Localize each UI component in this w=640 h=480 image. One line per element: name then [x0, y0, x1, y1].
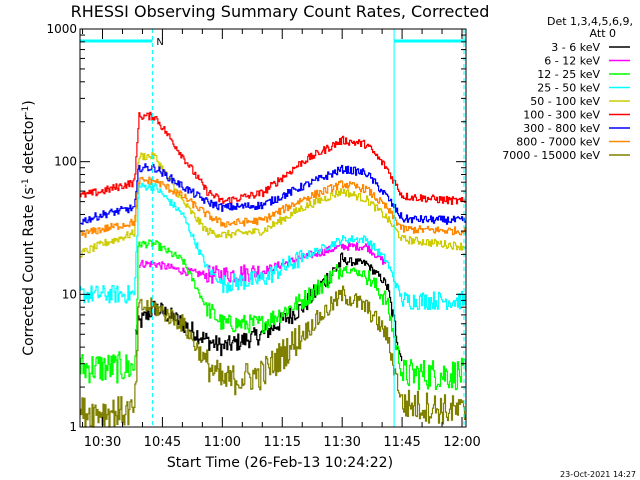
legend-label: 100 - 300 keV [523, 109, 600, 122]
annotation-layer: N [80, 29, 466, 427]
legend-label: 300 - 800 keV [523, 122, 600, 135]
y-tick-label: 1000 [46, 22, 77, 36]
legend-label: 6 - 12 keV [544, 55, 600, 68]
series-line [80, 239, 467, 391]
y-tick-label: 1 [69, 420, 77, 434]
x-axis: 10:30 10:45 11:00 11:15 11:30 11:45 12:00 [82, 29, 481, 450]
legend-label: 25 - 50 keV [537, 82, 600, 95]
legend-header-att: Att 0 [590, 27, 616, 40]
annotation-label: N [156, 37, 163, 48]
chart-title: RHESSI Observing Summary Count Rates, Co… [71, 2, 490, 21]
plot-frame [79, 28, 467, 428]
legend-label: 3 - 6 keV [551, 41, 600, 54]
series-line [80, 176, 467, 238]
series-line [80, 182, 467, 310]
date-stamp: 23-Oct-2021 14:27 [560, 470, 636, 479]
y-tick-label: 100 [54, 155, 77, 169]
legend-label: 7000 - 15000 keV [502, 149, 600, 162]
legend-label: 800 - 7000 keV [516, 136, 600, 149]
x-tick-label: 10:45 [144, 435, 181, 450]
series-line [80, 151, 467, 258]
x-axis-label: Start Time (26-Feb-13 10:24:22) [167, 455, 393, 471]
series-layer [80, 111, 467, 428]
series-line [80, 285, 467, 428]
series-line [80, 111, 467, 205]
x-tick-label: 11:00 [204, 435, 241, 450]
x-tick-label: 12:00 [443, 435, 480, 450]
x-tick-label: 11:15 [264, 435, 301, 450]
series-line [80, 163, 467, 225]
y-tick-label: 10 [62, 287, 77, 301]
legend-label: 12 - 25 keV [537, 68, 600, 81]
legend-header: Det 1,3,4,5,6,9, [547, 15, 633, 28]
x-tick-label: 11:30 [323, 435, 360, 450]
legend-label: 50 - 100 keV [530, 95, 600, 108]
x-tick-label: 11:45 [383, 435, 420, 450]
y-axis: 1 10 100 1000 [46, 22, 466, 434]
x-tick-label: 10:30 [84, 435, 121, 450]
y-axis-label: Corrected Count Rate (s-1 detector-1) [21, 100, 37, 355]
